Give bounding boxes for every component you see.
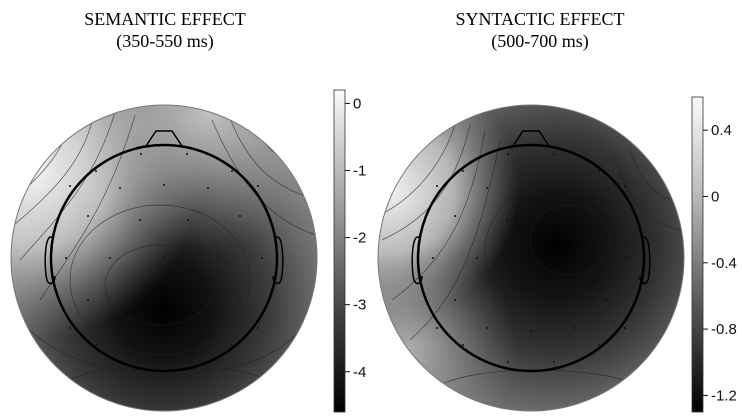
semantic-electrodes bbox=[65, 153, 263, 363]
syntactic-colorbar-tick-label: 0 bbox=[711, 188, 719, 205]
semantic-title-text: SEMANTIC EFFECT bbox=[84, 9, 246, 29]
syntactic-colorbar-ticks: 0.4 0 -0.4 -0.8 -1.2 bbox=[703, 122, 737, 404]
syntactic-topomap bbox=[377, 104, 685, 412]
syntactic-nose-icon bbox=[512, 130, 550, 147]
semantic-colorbar-tick-label: -2 bbox=[353, 230, 366, 247]
syntactic-right-ear-icon bbox=[639, 236, 651, 285]
syntactic-time-window: (500-700 ms) bbox=[491, 31, 589, 51]
syntactic-colorbar-tick-label: 0.4 bbox=[711, 122, 732, 139]
semantic-colorbar-tick-label: -1 bbox=[353, 163, 366, 180]
syntactic-left-ear-icon bbox=[411, 236, 423, 285]
semantic-colorbar-gradient bbox=[333, 89, 346, 413]
semantic-nose-icon bbox=[145, 130, 183, 147]
syntactic-colorbar-tick-label: -1.2 bbox=[711, 387, 737, 404]
semantic-head-outline bbox=[49, 143, 279, 373]
semantic-colorbar-tick-label: -4 bbox=[353, 364, 366, 381]
semantic-colorbar-tick-label: -3 bbox=[353, 297, 366, 314]
syntactic-colorbar-tick-label: -0.4 bbox=[711, 255, 737, 272]
syntactic-colorbar-tick-label: -0.8 bbox=[711, 321, 737, 338]
semantic-time-window: (350-550 ms) bbox=[116, 31, 214, 51]
semantic-left-ear-icon bbox=[44, 236, 56, 285]
semantic-colorbar: 0 -1 -2 -3 -4 bbox=[333, 89, 366, 413]
semantic-right-ear-icon bbox=[272, 236, 284, 285]
syntactic-head-outline bbox=[416, 143, 646, 373]
syntactic-electrodes bbox=[432, 153, 630, 363]
semantic-effect-title: SEMANTIC EFFECT (350-550 ms) bbox=[40, 8, 290, 52]
syntactic-colorbar-gradient bbox=[691, 96, 704, 413]
semantic-colorbar-tick-label: 0 bbox=[353, 95, 361, 112]
semantic-colorbar-ticks: 0 -1 -2 -3 -4 bbox=[345, 95, 366, 381]
syntactic-effect-title: SYNTACTIC EFFECT (500-700 ms) bbox=[410, 8, 670, 52]
semantic-topomap bbox=[10, 104, 318, 412]
syntactic-colorbar: 0.4 0 -0.4 -0.8 -1.2 bbox=[691, 96, 737, 413]
syntactic-title-text: SYNTACTIC EFFECT bbox=[455, 9, 625, 29]
